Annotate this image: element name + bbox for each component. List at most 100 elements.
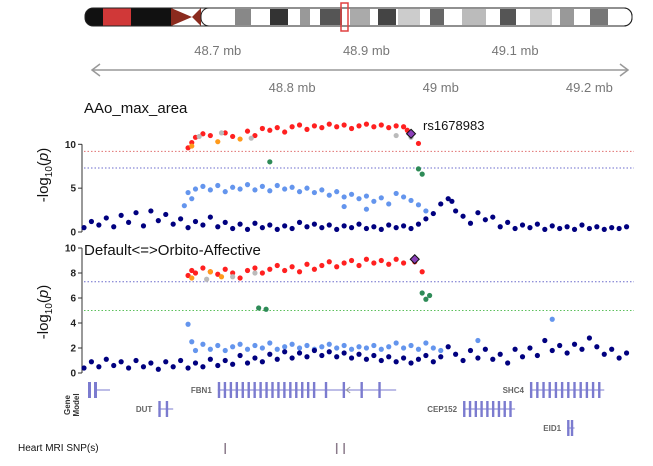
snp-point bbox=[252, 342, 258, 349]
top-axis-tick-label: 48.9 mb bbox=[343, 43, 390, 58]
snp-point bbox=[400, 260, 407, 266]
axis-arrow-left bbox=[90, 63, 101, 77]
exon-block bbox=[570, 420, 574, 436]
snp-point bbox=[356, 123, 362, 129]
snp-point bbox=[393, 340, 399, 346]
top-axis-tick-label: 49.1 mb bbox=[492, 43, 539, 58]
snp-point bbox=[497, 351, 503, 357]
snp-point bbox=[460, 357, 466, 364]
snp-point bbox=[185, 321, 191, 327]
snp-point bbox=[371, 224, 377, 230]
snp-point bbox=[423, 352, 429, 359]
snp-point bbox=[326, 259, 332, 265]
snp-point bbox=[408, 225, 414, 232]
chromosome-band bbox=[300, 9, 310, 25]
snp-point bbox=[400, 355, 407, 361]
snp-point bbox=[482, 217, 488, 223]
exon-block bbox=[295, 382, 298, 398]
panel-1-title: AAo_max_area bbox=[84, 100, 188, 117]
snp-point bbox=[378, 257, 384, 264]
gene-name-label: CEP152 bbox=[427, 405, 457, 414]
chromosome-band bbox=[462, 9, 486, 25]
snp-point bbox=[386, 261, 392, 267]
snp-point bbox=[449, 198, 455, 204]
snp-point bbox=[252, 132, 258, 139]
snp-point bbox=[319, 352, 325, 359]
heart-mri-snp-label: Heart MRI SNP(s) bbox=[18, 443, 99, 454]
bottom-axis-tick-label: 49 mb bbox=[423, 80, 459, 95]
axis-arrow-right bbox=[619, 63, 630, 77]
snp-point bbox=[334, 189, 340, 195]
y-axis-label-1: -log10(p) bbox=[35, 148, 55, 202]
y-tick-label: 6 bbox=[70, 294, 76, 305]
snp-point bbox=[230, 344, 236, 350]
exon-block bbox=[554, 382, 558, 398]
snp-point bbox=[586, 335, 593, 341]
snp-point bbox=[252, 265, 258, 271]
snp-point bbox=[118, 212, 124, 218]
snp-point bbox=[609, 346, 615, 352]
exon-block bbox=[283, 382, 286, 398]
snp-point bbox=[341, 342, 347, 349]
exon-block bbox=[542, 382, 545, 398]
exon-block bbox=[548, 382, 551, 398]
snp-point bbox=[341, 223, 347, 229]
snp-point bbox=[623, 350, 630, 356]
top-axis-ticks: 48.7 mb 48.9 mb 49.1 mb bbox=[194, 43, 538, 58]
exon-block bbox=[165, 401, 169, 417]
exon-block bbox=[591, 382, 595, 398]
snp-point bbox=[196, 133, 202, 140]
snp-point bbox=[185, 225, 191, 231]
snp-point bbox=[189, 339, 195, 345]
snp-point bbox=[334, 354, 340, 360]
snp-point bbox=[616, 225, 622, 232]
snp-point bbox=[341, 122, 347, 128]
snp-point bbox=[222, 130, 228, 136]
snp-point bbox=[348, 191, 355, 197]
exon-block bbox=[259, 382, 262, 398]
snp-point bbox=[185, 365, 191, 371]
gene-model-label: GeneModel bbox=[63, 393, 81, 416]
snp-point bbox=[467, 347, 474, 354]
exon-block bbox=[289, 382, 292, 398]
snp-point bbox=[400, 345, 407, 351]
exon-block bbox=[573, 382, 576, 398]
snp-point bbox=[571, 226, 578, 232]
snp-point bbox=[103, 215, 109, 221]
snp-point bbox=[296, 122, 303, 128]
snp-point bbox=[282, 349, 288, 355]
snp-point bbox=[274, 226, 280, 232]
snp-point bbox=[155, 218, 161, 224]
exon-block bbox=[88, 382, 91, 398]
snp-point bbox=[512, 346, 518, 352]
snp-point bbox=[363, 256, 370, 262]
exon-block bbox=[585, 382, 589, 398]
gene-name-label: FBN1 bbox=[191, 386, 212, 395]
snp-point bbox=[311, 123, 318, 129]
exon-block bbox=[491, 401, 495, 417]
snp-point bbox=[200, 131, 206, 137]
snp-point bbox=[282, 186, 288, 192]
snp-point bbox=[311, 266, 318, 272]
bottom-axis-tick-label: 48.8 mb bbox=[269, 80, 316, 95]
snp-point bbox=[378, 357, 384, 364]
snp-point bbox=[140, 223, 147, 229]
snp-point bbox=[386, 125, 392, 131]
snp-point bbox=[341, 203, 347, 210]
snp-point bbox=[237, 275, 243, 281]
snp-point bbox=[96, 364, 102, 370]
exon-block bbox=[223, 382, 227, 398]
snp-point bbox=[393, 123, 399, 129]
snp-point bbox=[207, 346, 213, 352]
snp-point bbox=[423, 296, 429, 302]
snp-point bbox=[185, 272, 191, 279]
snp-point bbox=[81, 225, 87, 231]
snp-point bbox=[430, 345, 436, 351]
snp-point bbox=[341, 350, 347, 356]
snp-point bbox=[192, 347, 199, 354]
snp-point bbox=[505, 360, 511, 366]
position-axes: 48.7 mb 48.9 mb 49.1 mb 48.8 mb 49 mb 49.2 m… bbox=[90, 43, 630, 95]
snp-point bbox=[192, 270, 199, 276]
snp-point bbox=[274, 356, 280, 362]
